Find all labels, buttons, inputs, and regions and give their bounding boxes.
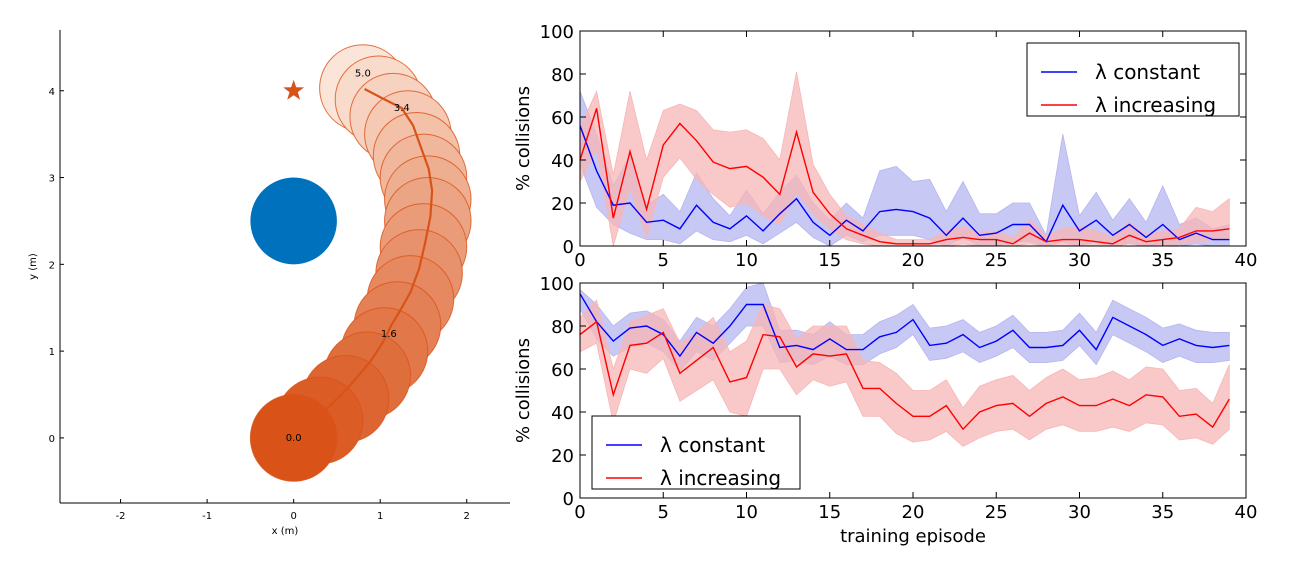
x-tick-label: 0 (290, 511, 296, 522)
time-label: 0.0 (286, 433, 302, 444)
goal-star-icon (283, 79, 305, 100)
y-tick-label: 2 (49, 260, 55, 271)
x-tick-label: 35 (1151, 250, 1174, 271)
y-tick-label: 1 (49, 347, 55, 358)
time-label: 1.6 (381, 329, 397, 340)
x-tick-label: 5 (658, 250, 669, 271)
y-tick-label: 60 (551, 360, 574, 381)
x-tick-label: 30 (1068, 250, 1091, 271)
series-line (579, 108, 1230, 245)
x-axis-label: x (m) (272, 526, 299, 537)
confidence-band (579, 299, 1230, 447)
x-tick-label: 15 (818, 502, 841, 523)
y-tick-label: 80 (551, 317, 574, 338)
y-tick-label: 40 (551, 151, 574, 172)
y-axis-label: % collisions (513, 86, 534, 191)
x-tick-label: 5 (658, 502, 669, 523)
robot-position-circle (249, 394, 338, 482)
y-tick-label: 3 (49, 174, 55, 185)
x-tick-label: 10 (735, 250, 758, 271)
y-tick-label: 80 (551, 65, 574, 86)
y-tick-label: 0 (563, 237, 574, 258)
x-tick-label: 0 (574, 502, 585, 523)
x-tick-label: 20 (902, 502, 925, 523)
x-tick-label: 25 (985, 250, 1008, 271)
x-tick-label: 40 (1235, 502, 1258, 523)
x-tick-label: 1 (377, 511, 383, 522)
x-tick-label: 25 (985, 502, 1008, 523)
time-label: 5.0 (355, 68, 371, 79)
series-line (579, 320, 1230, 431)
obstacle-circle (250, 177, 337, 265)
x-tick-label: -1 (202, 511, 212, 522)
x-tick-label: 20 (902, 250, 925, 271)
x-tick-label: 30 (1068, 502, 1091, 523)
y-tick-label: 40 (551, 403, 574, 424)
y-tick-label: 60 (551, 108, 574, 129)
y-axis-label: y (m) (28, 253, 39, 280)
time-label: 3.4 (394, 103, 410, 114)
legend-box (591, 415, 801, 490)
series-line (579, 125, 1230, 243)
y-tick-label: 100 (540, 22, 574, 43)
y-tick-label: 0 (563, 489, 574, 510)
trajectory-line (293, 88, 434, 439)
legend-box (1026, 42, 1240, 117)
legend-label: λ increasing (1095, 93, 1216, 117)
y-tick-label: 20 (551, 194, 574, 215)
x-tick-label: 2 (464, 511, 470, 522)
legend-label: λ constant (660, 433, 765, 457)
series-line (579, 293, 1230, 358)
legend-label: λ constant (1095, 60, 1200, 84)
y-tick-label: 20 (551, 446, 574, 467)
y-axis-label: % collisions (513, 338, 534, 443)
legend-label: λ increasing (660, 466, 781, 490)
y-tick-label: 4 (49, 87, 55, 98)
x-tick-label: 15 (818, 250, 841, 271)
y-tick-label: 0 (49, 434, 55, 445)
x-tick-label: 35 (1151, 502, 1174, 523)
x-tick-label: 0 (574, 250, 585, 271)
x-axis-label: training episode (840, 526, 986, 547)
x-tick-label: -2 (116, 511, 126, 522)
y-tick-label: 100 (540, 274, 574, 295)
x-tick-label: 10 (735, 502, 758, 523)
x-tick-label: 40 (1235, 250, 1258, 271)
